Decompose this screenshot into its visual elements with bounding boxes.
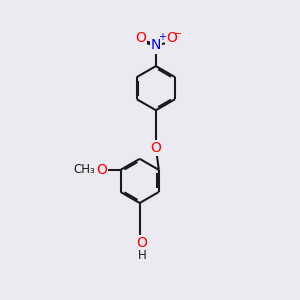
Text: O: O [151,141,161,154]
Text: O: O [136,236,148,250]
Text: O: O [166,32,177,45]
Text: N: N [151,38,161,52]
Text: −: − [173,29,182,39]
Text: O: O [96,163,107,177]
Text: CH₃: CH₃ [73,164,95,176]
Text: H: H [138,249,146,262]
Text: +: + [158,32,166,42]
Text: O: O [135,32,146,45]
